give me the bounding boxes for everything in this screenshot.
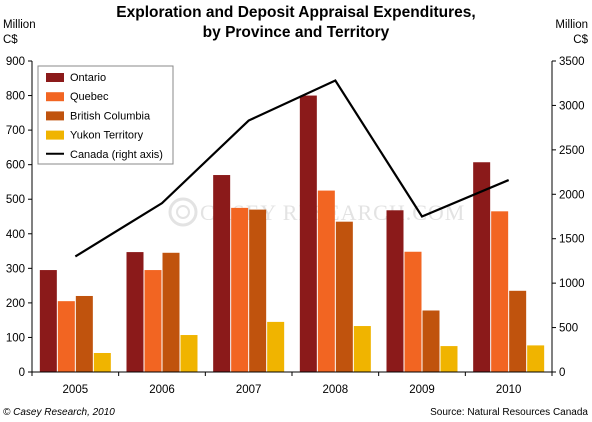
- left-axis-unit-line-1: Million: [3, 19, 36, 31]
- left-tick-label-300: 300: [6, 263, 25, 275]
- bar-british-columbia-2006: [162, 252, 180, 372]
- left-tick-label-0: 0: [19, 367, 25, 379]
- legend-swatch-british-columbia: [46, 111, 64, 121]
- left-tick-label-100: 100: [6, 332, 25, 344]
- bar-ontario-2006: [126, 252, 144, 372]
- x-tick-label-2005: 2005: [63, 384, 89, 396]
- axes-layer: 0 100 200 300 400 500 600 700 800 900 0 500 1000 1500…: [6, 56, 585, 396]
- bar-british-columbia-2009: [422, 310, 440, 372]
- legend-label-yukon-territory: Yukon Territory: [70, 130, 144, 142]
- bar-yukon-territory-2006: [180, 335, 198, 372]
- right-axis-unit-line-1: Million: [555, 19, 588, 31]
- right-tick-label-3500: 3500: [559, 56, 585, 68]
- left-tick-label-900: 900: [6, 56, 25, 68]
- right-tick-label-2500: 2500: [559, 145, 585, 157]
- bar-british-columbia-2010: [509, 290, 527, 372]
- watermark-logo-core: [176, 205, 190, 219]
- left-tick-label-600: 600: [6, 160, 25, 172]
- bar-quebec-2006: [144, 270, 162, 372]
- legend-swatch-quebec: [46, 92, 64, 102]
- x-tick-label-2008: 2008: [323, 384, 349, 396]
- bar-british-columbia-2005: [75, 295, 93, 372]
- legend: Ontario Quebec British Columbia Yukon Terri…: [37, 65, 174, 165]
- chart-title-line-1: Exploration and Deposit Appraisal Expend…: [116, 4, 475, 21]
- left-tick-label-200: 200: [6, 298, 25, 310]
- left-tick-label-400: 400: [6, 229, 25, 241]
- bar-quebec-2009: [404, 251, 422, 372]
- x-tick-label-2010: 2010: [496, 384, 522, 396]
- x-tick-label-2006: 2006: [149, 384, 175, 396]
- bar-ontario-2008: [299, 95, 317, 373]
- bar-ontario-2005: [39, 270, 57, 372]
- right-axis-unit-line-2: C$: [573, 34, 588, 46]
- bar-yukon-territory-2005: [93, 352, 111, 372]
- right-tick-label-0: 0: [559, 367, 565, 379]
- left-tick-label-500: 500: [6, 194, 25, 206]
- bar-quebec-2005: [57, 301, 75, 372]
- left-tick-label-700: 700: [6, 125, 25, 137]
- right-tick-label-2000: 2000: [559, 189, 585, 201]
- right-tick-label-3000: 3000: [559, 100, 585, 112]
- copyright-note: © Casey Research, 2010: [3, 407, 115, 418]
- bar-ontario-2007: [213, 175, 231, 372]
- bars-layer: [39, 95, 545, 373]
- right-tick-label-500: 500: [559, 323, 578, 335]
- bar-yukon-territory-2010: [527, 345, 545, 372]
- left-tick-label-800: 800: [6, 91, 25, 103]
- legend-label-canada: Canada (right axis): [70, 149, 163, 161]
- bar-yukon-territory-2007: [267, 321, 285, 372]
- bar-british-columbia-2008: [335, 221, 353, 372]
- line-canada: [74, 79, 510, 258]
- bar-british-columbia-2007: [249, 209, 267, 372]
- line-layer: [74, 79, 510, 258]
- legend-label-ontario: Ontario: [70, 72, 106, 84]
- legend-label-british-columbia: British Columbia: [70, 110, 151, 122]
- chart-title-line-2: by Province and Territory: [203, 24, 390, 41]
- x-tick-label-2009: 2009: [409, 384, 435, 396]
- bar-ontario-2009: [386, 210, 404, 372]
- legend-label-quebec: Quebec: [70, 91, 109, 103]
- x-tick-label-2007: 2007: [236, 384, 262, 396]
- right-tick-label-1500: 1500: [559, 234, 585, 246]
- legend-swatch-ontario: [46, 73, 64, 82]
- bar-quebec-2007: [231, 207, 249, 372]
- legend-swatch-yukon-territory: [46, 130, 64, 140]
- watermark-logo-ring: [168, 197, 198, 227]
- bar-ontario-2010: [473, 162, 491, 372]
- bar-yukon-territory-2008: [353, 326, 371, 372]
- right-tick-label-1000: 1000: [559, 278, 585, 290]
- source-note: Source: Natural Resources Canada: [430, 407, 588, 418]
- bar-quebec-2010: [491, 211, 509, 372]
- bar-yukon-territory-2009: [440, 346, 458, 372]
- left-axis-unit-line-2: C$: [3, 34, 18, 46]
- bar-quebec-2008: [317, 190, 335, 372]
